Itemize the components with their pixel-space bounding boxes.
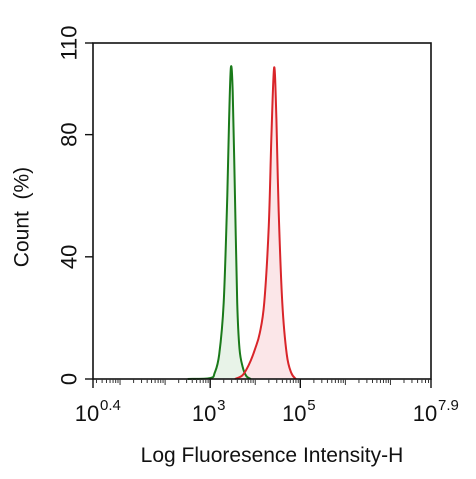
y-axis-title: Count (%) (11, 167, 34, 267)
series-red-histogram-fill (234, 67, 296, 379)
x-tick-label-exponent: 3 (217, 397, 225, 414)
y-tick-label: 110 (57, 25, 82, 60)
x-tick-label: 10 (413, 401, 437, 426)
y-tick-label: 0 (57, 373, 82, 385)
x-axis-major-ticks (92, 379, 432, 388)
x-axis-tick-labels: 10 0.4 10 3 10 5 10 7.9 (75, 397, 459, 426)
plot-area (92, 42, 432, 380)
x-tick-label: 10 (192, 401, 216, 426)
x-tick-label: 10 (282, 401, 306, 426)
x-tick-label-exponent: 0.4 (100, 397, 121, 414)
series-green-histogram-fill (187, 66, 251, 380)
y-axis-ticks (85, 42, 93, 380)
y-axis-tick-labels: 0 40 80 110 (57, 25, 82, 385)
x-tick-label-exponent: 7.9 (438, 397, 459, 414)
x-tick-label-exponent: 5 (307, 397, 315, 414)
x-tick-label: 10 (75, 401, 99, 426)
series-red-histogram-line (234, 66, 297, 380)
y-tick-label: 80 (57, 122, 82, 146)
plot-frame (92, 42, 432, 380)
x-axis-minor-ticks (95, 379, 430, 385)
y-tick-label: 40 (57, 245, 82, 269)
x-axis-title: Log Fluoresence Intensity-H (141, 444, 404, 467)
series-green-histogram-line (187, 65, 252, 380)
